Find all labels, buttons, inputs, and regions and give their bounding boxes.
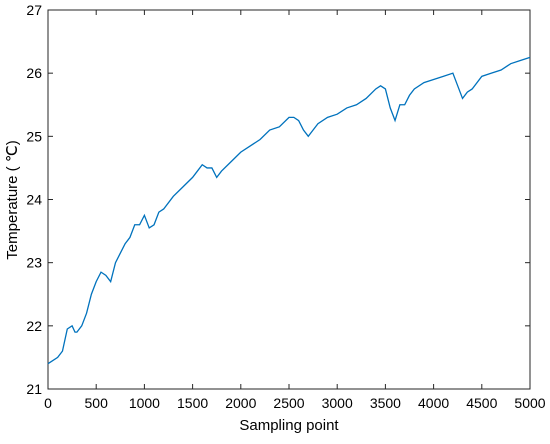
x-axis-label: Sampling point — [239, 417, 339, 434]
x-tick-label: 0 — [44, 395, 52, 411]
x-tick-label: 4500 — [466, 395, 497, 411]
x-tick-label: 5000 — [514, 395, 545, 411]
y-tick-label: 22 — [26, 318, 42, 334]
y-tick-label: 26 — [26, 65, 42, 81]
y-tick-label: 23 — [26, 255, 42, 271]
y-tick-label: 24 — [26, 192, 42, 208]
x-tick-label: 3500 — [370, 395, 401, 411]
y-tick-label: 25 — [26, 128, 42, 144]
y-axis-label: Temperature ( ℃) — [4, 140, 21, 259]
plot-frame — [47, 9, 531, 390]
x-tick-label: 1000 — [129, 395, 160, 411]
x-tick-label: 2500 — [273, 395, 304, 411]
x-tick-label: 3000 — [322, 395, 353, 411]
y-tick-label: 27 — [26, 2, 42, 18]
y-tick-label: 21 — [26, 381, 42, 397]
x-tick-label: 2000 — [225, 395, 256, 411]
data-line — [47, 56, 531, 365]
x-tick-label: 4000 — [418, 395, 449, 411]
x-tick-label: 500 — [85, 395, 109, 411]
x-tick-label: 1500 — [177, 395, 208, 411]
